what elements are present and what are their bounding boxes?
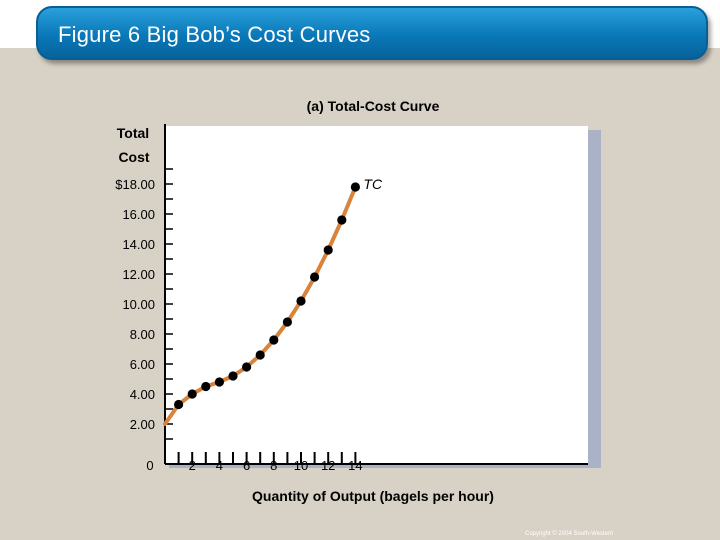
tc-data-point — [296, 296, 306, 306]
series-layer: TC — [163, 176, 383, 426]
tc-data-point — [269, 335, 279, 345]
copyright-notice: Copyright © 2004 South-Western — [525, 531, 614, 537]
y-axis-label-line-1: Total — [117, 125, 149, 141]
y-tick-label: 2.00 — [130, 417, 155, 432]
x-origin-label: 0 — [146, 458, 153, 473]
tc-data-point — [310, 272, 320, 282]
y-tick-label: 4.00 — [130, 387, 155, 402]
x-tick-label: 2 — [189, 458, 196, 473]
x-tick-label: 10 — [294, 458, 308, 473]
tc-data-point — [228, 371, 238, 381]
x-tick-label: 12 — [321, 458, 335, 473]
y-axis-label-line-2: Cost — [118, 149, 149, 165]
x-tick-label: 4 — [216, 458, 223, 473]
tc-data-point — [201, 381, 211, 392]
tc-data-point — [242, 362, 252, 372]
y-tick-label: 16.00 — [122, 207, 155, 222]
tc-data-point — [255, 350, 265, 360]
tc-series-label: TC — [363, 176, 383, 192]
y-tick-label: 14.00 — [122, 237, 155, 252]
tc-data-point — [214, 377, 224, 387]
y-tick-label: 10.00 — [122, 297, 155, 312]
chart-title: (a) Total-Cost Curve — [307, 98, 440, 114]
x-axis-label: Quantity of Output (bagels per hour) — [252, 488, 494, 504]
slide-title: Figure 6 Big Bob’s Cost Curves — [58, 22, 371, 47]
x-tick-label: 6 — [243, 458, 250, 473]
y-tick-label: 6.00 — [130, 357, 155, 372]
tc-data-point — [350, 182, 360, 192]
plot-area — [165, 126, 588, 464]
tc-data-point — [282, 317, 292, 327]
y-tick-label: 12.00 — [122, 267, 155, 282]
axes: 2 4 6 8 10 12 14 2.00 4.00 6.00 8.00 10.00 12.00 14.0… — [115, 124, 588, 473]
slide-title-bar: Figure 6 Big Bob’s Cost Curves — [36, 6, 708, 60]
x-tick-label: 14 — [348, 458, 362, 473]
y-tick-label: $18.00 — [115, 177, 155, 192]
tc-data-point — [187, 389, 197, 399]
y-tick-label: 8.00 — [130, 327, 155, 342]
tc-data-point — [337, 215, 347, 225]
tc-data-point — [174, 399, 184, 410]
x-tick-label: 8 — [270, 458, 277, 473]
tc-data-point — [323, 245, 333, 255]
